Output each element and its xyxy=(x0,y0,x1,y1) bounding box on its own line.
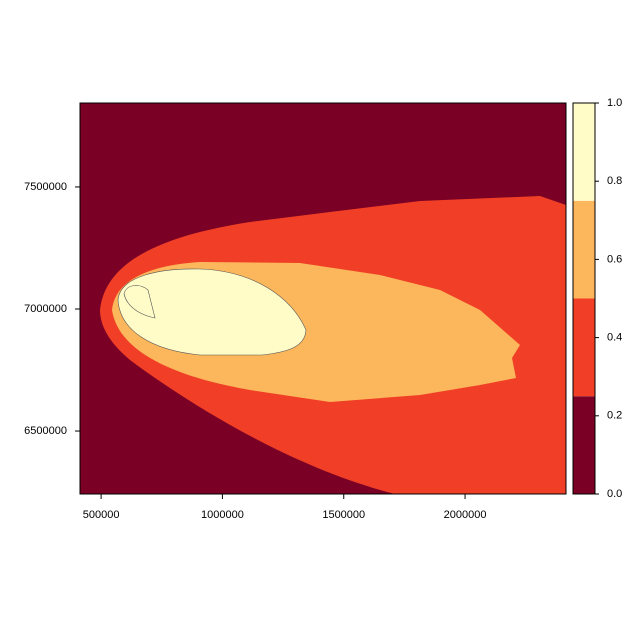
legend-tick-label: 0.6 xyxy=(607,253,622,265)
legend-tick-label: 0.8 xyxy=(607,175,622,187)
x-tick-label: 2000000 xyxy=(444,509,487,521)
legend-tick-label: 0.4 xyxy=(607,332,622,344)
x-tick-label: 1500000 xyxy=(322,509,365,521)
x-tick-label: 500000 xyxy=(83,509,120,521)
legend-frame xyxy=(572,102,596,495)
legend-swatch xyxy=(573,103,595,201)
legend-tick-label: 0.2 xyxy=(607,410,622,422)
legend-tick-label: 1.0 xyxy=(607,97,622,109)
legend-swatch xyxy=(573,396,595,494)
legend-swatch xyxy=(573,200,595,299)
contour-line xyxy=(123,285,156,319)
y-tick-label: 7500000 xyxy=(24,181,67,193)
plot-frame xyxy=(79,102,567,495)
x-tick-label: 1000000 xyxy=(201,509,244,521)
y-tick-label: 6500000 xyxy=(24,425,67,437)
class-region xyxy=(118,268,306,355)
y-tick-label: 7000000 xyxy=(24,303,67,315)
legend-swatch xyxy=(573,298,595,397)
raster-map xyxy=(79,102,567,495)
contour-line xyxy=(117,268,307,356)
legend-tick-label: 0.0 xyxy=(607,488,622,500)
